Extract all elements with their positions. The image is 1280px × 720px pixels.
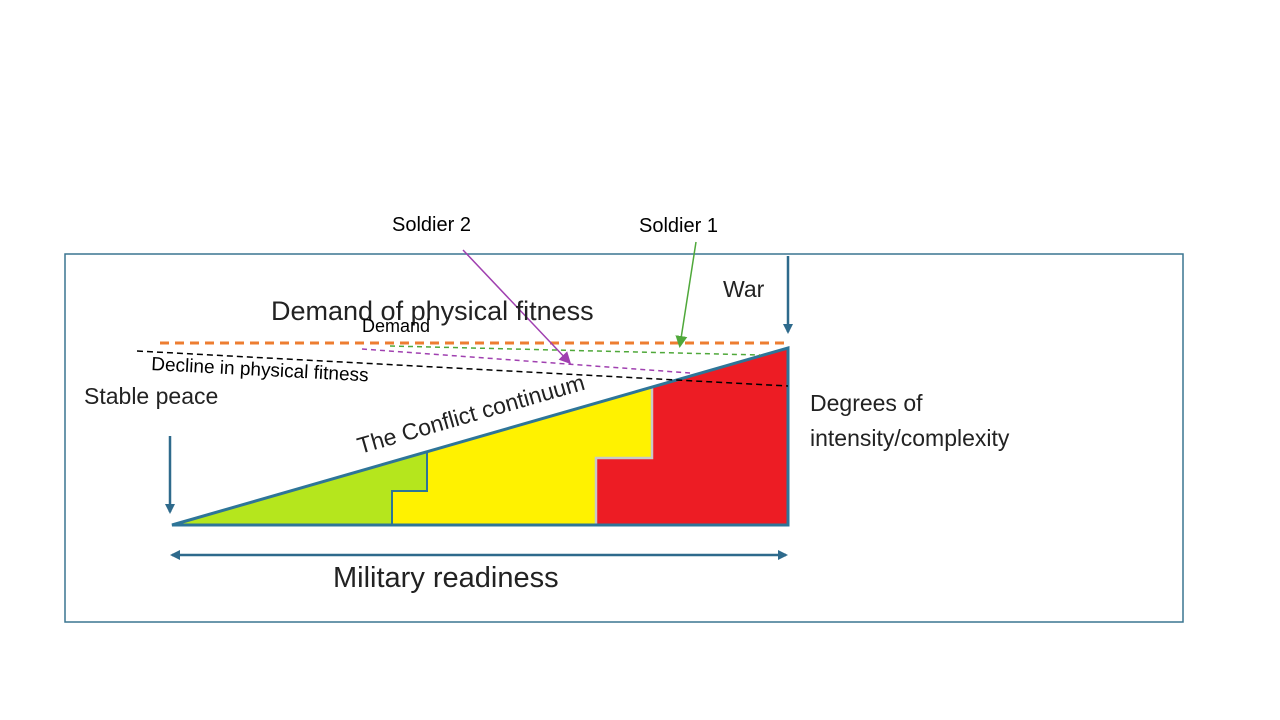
stable-peace-label: Stable peace <box>84 383 218 409</box>
degrees-label-line2: intensity/complexity <box>810 425 1010 451</box>
degrees-label-line1: Degrees of <box>810 390 923 416</box>
soldier-2-label: Soldier 2 <box>392 214 471 236</box>
diagram-frame <box>64 253 1184 623</box>
military-readiness-label: Military readiness <box>333 562 559 594</box>
green-yellow-boundary <box>391 453 428 525</box>
decline-label: Decline in physical fitness <box>151 354 369 386</box>
soldier-1-trend-line <box>389 345 761 356</box>
soldier-2-trend-line <box>361 348 691 374</box>
soldier-1-pointer-arrow <box>675 241 697 348</box>
decline-line <box>136 350 789 387</box>
conflict-triangle <box>171 346 790 527</box>
soldier-1-label: Soldier 1 <box>639 215 718 237</box>
yellow-zone <box>392 388 652 525</box>
yellow-red-boundary <box>594 388 654 525</box>
demand-of-physical-fitness-label: Demand of physical fitness <box>271 296 594 326</box>
soldier-2-pointer-arrow <box>462 249 572 365</box>
demand-label: Demand <box>362 316 430 336</box>
war-label: War <box>723 276 765 302</box>
red-zone <box>596 348 788 525</box>
